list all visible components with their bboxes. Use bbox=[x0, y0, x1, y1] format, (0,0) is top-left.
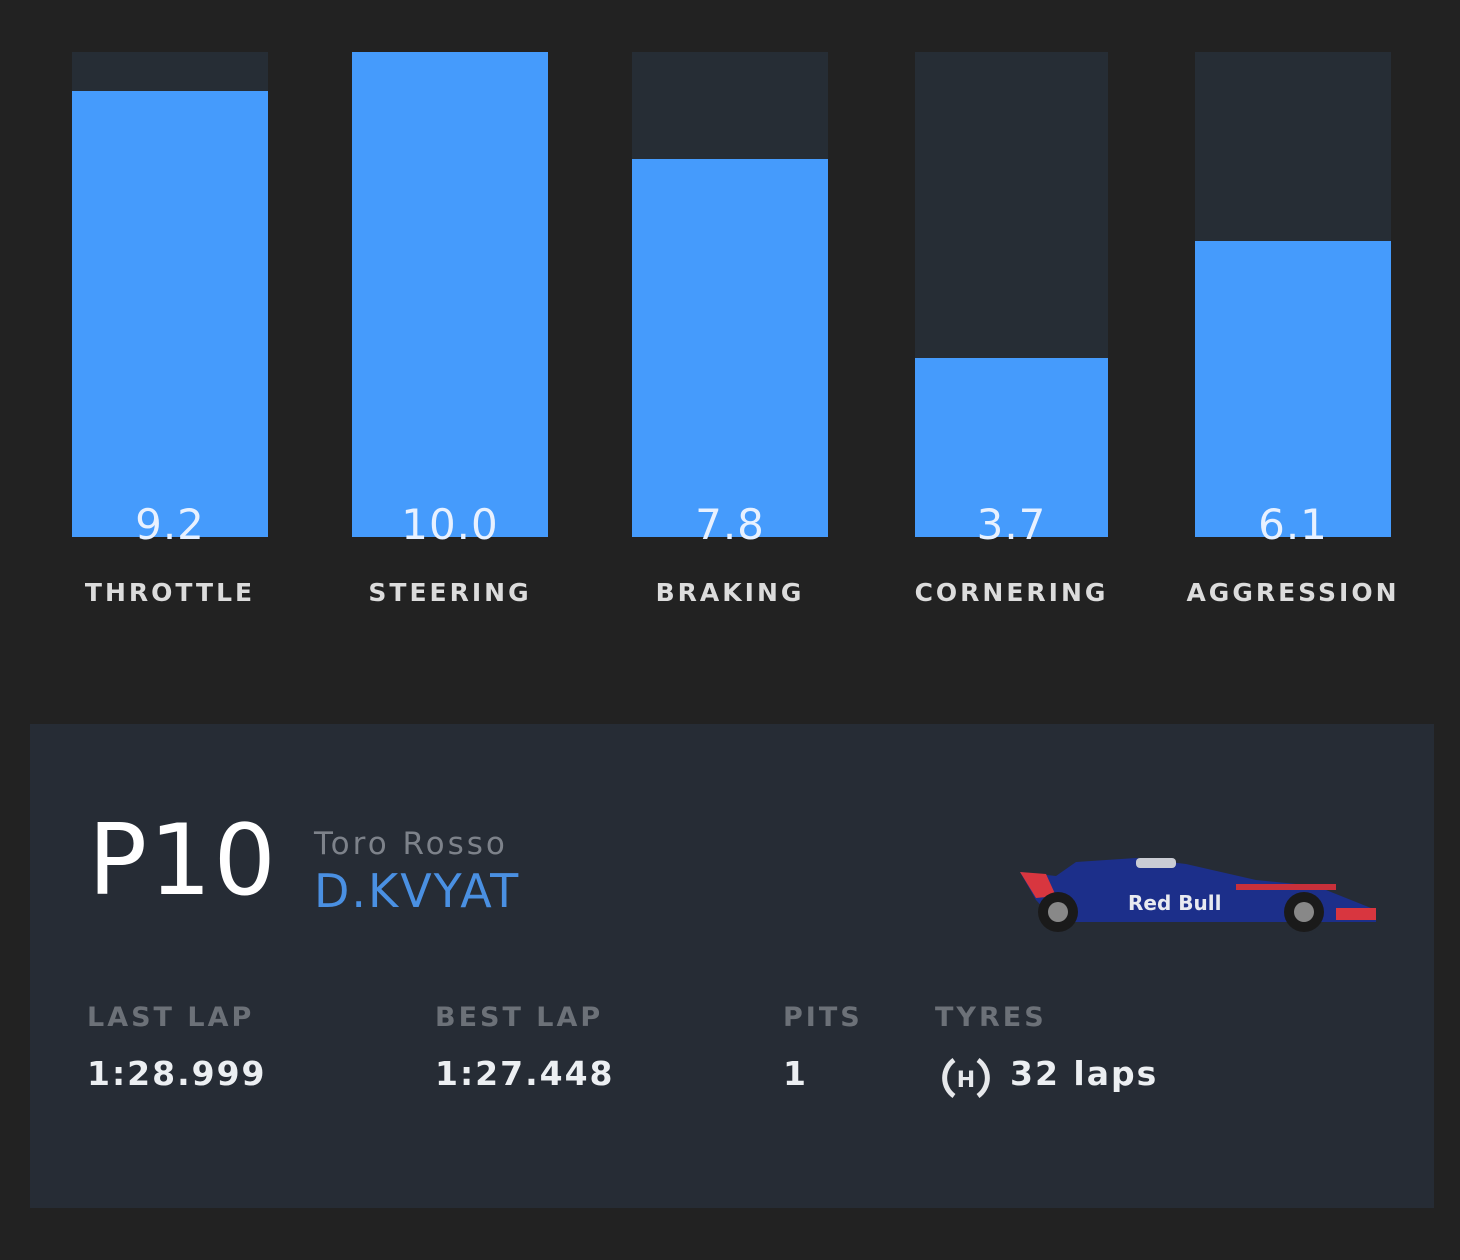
bar-throttle bbox=[72, 90, 268, 537]
bar-braking bbox=[632, 158, 828, 537]
svg-text:H: H bbox=[957, 1068, 975, 1093]
pits-label: PITS bbox=[783, 1002, 863, 1033]
hard-tyre-icon: H bbox=[942, 1057, 990, 1099]
bar-value-label: 6.1 bbox=[1258, 500, 1328, 549]
best-lap-value: 1:27.448 bbox=[435, 1054, 615, 1093]
driver-name: D.KVYAT bbox=[314, 864, 521, 918]
bar-cornering bbox=[915, 357, 1108, 537]
tyres-label: TYRES bbox=[935, 1002, 1047, 1033]
bar-track-cornering: 3.7 bbox=[915, 52, 1108, 549]
bar-track-steering: 10.0 bbox=[352, 52, 548, 549]
category-label: THROTTLE bbox=[84, 578, 256, 607]
pits-value: 1 bbox=[783, 1054, 808, 1093]
bar-value-label: 9.2 bbox=[135, 500, 205, 549]
category-label: BRAKING bbox=[655, 578, 805, 607]
bar-value-label: 7.8 bbox=[695, 500, 765, 549]
last-lap-value: 1:28.999 bbox=[87, 1054, 267, 1093]
last-lap-label: LAST LAP bbox=[87, 1002, 255, 1033]
driver-card: P10 Toro Rosso D.KVYAT Red Bull LAST LAP… bbox=[30, 724, 1434, 1208]
svg-text:Red Bull: Red Bull bbox=[1128, 891, 1221, 915]
bar-track-throttle: 9.2 bbox=[72, 52, 268, 549]
bar-value-label: 3.7 bbox=[976, 500, 1047, 549]
best-lap-label: BEST LAP bbox=[435, 1002, 604, 1033]
bar-track-braking: 7.8 bbox=[632, 52, 828, 549]
bar-steering bbox=[352, 52, 548, 537]
category-label: AGGRESSION bbox=[1186, 578, 1400, 607]
tyres-value: 32 laps bbox=[1010, 1054, 1159, 1093]
category-label: CORNERING bbox=[914, 578, 1109, 607]
bar-track-aggression: 6.1 bbox=[1195, 52, 1391, 549]
bar-aggression bbox=[1195, 241, 1391, 537]
race-position: P10 bbox=[88, 804, 278, 918]
team-name: Toro Rosso bbox=[314, 826, 508, 862]
car-image: Red Bull bbox=[1020, 858, 1376, 932]
category-label: STEERING bbox=[368, 578, 532, 607]
bar-value-label: 10.0 bbox=[401, 500, 499, 549]
